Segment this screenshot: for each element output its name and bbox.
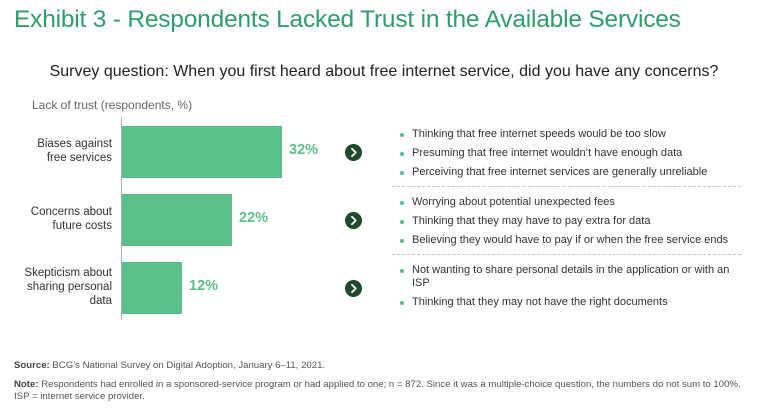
- chart-axis-title: Lack of trust (respondents, %): [32, 98, 193, 112]
- chart-row: Skepticism about sharing personal data 12…: [0, 254, 768, 322]
- row-divider: [392, 186, 741, 187]
- detail-item: Presuming that free internet wouldn’t ha…: [400, 147, 740, 160]
- source-text: BCG’s National Survey on Digital Adoptio…: [52, 360, 326, 371]
- detail-list: Worrying about potential unexpected fees…: [400, 196, 740, 253]
- bar: [122, 262, 182, 314]
- bar: [122, 194, 232, 246]
- category-label: Skepticism about sharing personal data: [24, 267, 112, 307]
- footnote: Note: Respondents had enrolled in a spon…: [14, 379, 754, 403]
- detail-item: Thinking that they may not have the righ…: [400, 296, 740, 309]
- category-label: Biases against free services: [37, 138, 112, 164]
- note-label: Note:: [14, 379, 39, 390]
- data-label: 32%: [289, 142, 319, 158]
- detail-item: Not wanting to share personal details in…: [400, 264, 740, 290]
- data-label: 22%: [239, 210, 269, 226]
- source-note: Source: BCG’s National Survey on Digital…: [14, 360, 754, 372]
- detail-item: Perceiving that free internet services a…: [400, 166, 740, 179]
- note-text: Respondents had enrolled in a sponsored-…: [14, 379, 741, 402]
- chart-axis-line: [121, 118, 122, 320]
- chevron-right-icon: [345, 212, 362, 229]
- detail-item: Worrying about potential unexpected fees: [400, 196, 740, 209]
- chart-row: Concerns about future costs 22% Worrying a…: [0, 186, 768, 254]
- detail-item: Thinking that they may have to pay extra…: [400, 215, 740, 228]
- row-divider: [392, 254, 741, 255]
- survey-question: Survey question: When you first heard ab…: [49, 63, 719, 80]
- detail-list: Not wanting to share personal details in…: [400, 264, 740, 315]
- exhibit-title: Exhibit 3 - Respondents Lacked Trust in …: [14, 6, 681, 33]
- detail-item: Believing they would have to pay if or w…: [400, 234, 740, 247]
- source-label: Source:: [14, 360, 50, 371]
- bar: [122, 126, 282, 178]
- detail-item: Thinking that free internet speeds would…: [400, 128, 740, 141]
- data-label: 12%: [189, 278, 219, 294]
- chart-row: Biases against free services 32% Thinking …: [0, 118, 768, 186]
- chevron-right-icon: [345, 144, 362, 161]
- detail-list: Thinking that free internet speeds would…: [400, 128, 740, 185]
- chevron-right-icon: [345, 280, 362, 297]
- category-label: Concerns about future costs: [30, 206, 112, 232]
